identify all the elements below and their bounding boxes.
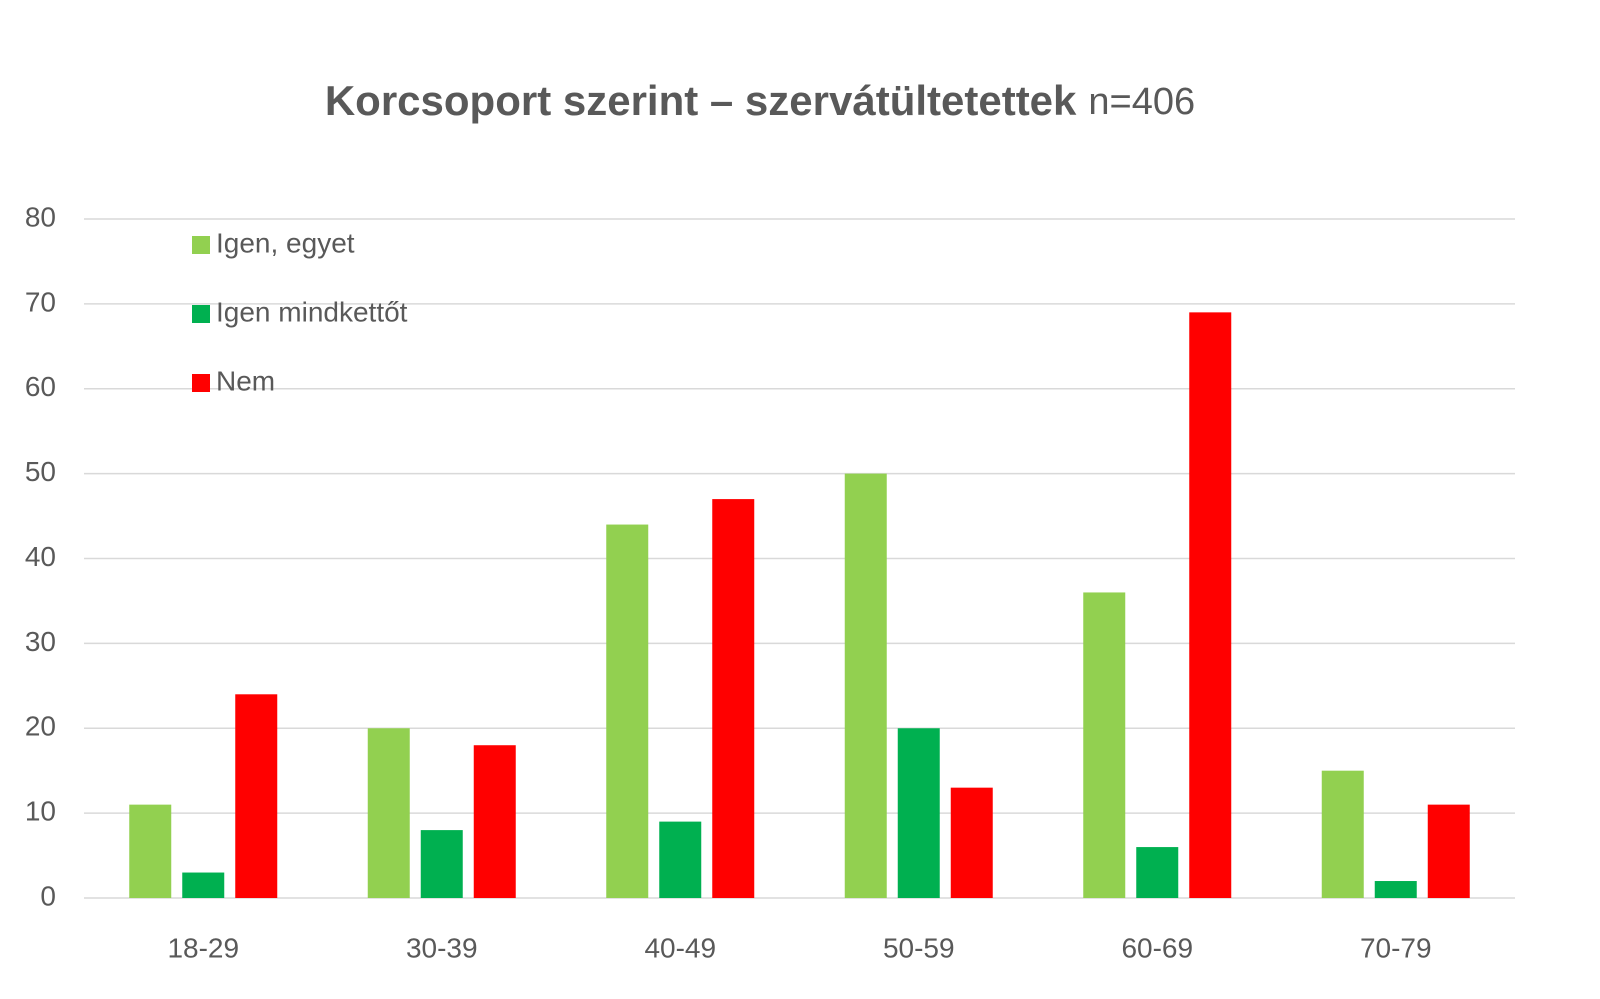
legend-label: Nem — [216, 365, 275, 396]
x-tick-label: 30-39 — [406, 932, 478, 963]
bar — [1136, 847, 1179, 898]
y-tick-label: 50 — [25, 456, 56, 487]
bar — [473, 745, 516, 898]
y-tick-label: 10 — [25, 796, 56, 827]
x-tick-label: 50-59 — [883, 932, 955, 963]
bar — [1189, 312, 1232, 898]
y-tick-label: 20 — [25, 711, 56, 742]
bar — [182, 872, 225, 898]
y-tick-label: 70 — [25, 286, 56, 317]
legend-label: Igen, egyet — [216, 227, 355, 258]
bar — [129, 804, 172, 898]
title: Korcsoport szerint – szervátültetettek — [325, 77, 1077, 124]
x-tick-label: 40-49 — [644, 932, 716, 963]
bar — [1427, 804, 1470, 898]
bar — [1083, 592, 1126, 898]
chart-title: Korcsoport szerint – szervátültetettek n=… — [325, 77, 1195, 124]
legend-label: Igen mindkettőt — [216, 296, 408, 327]
x-tick-label: 70-79 — [1360, 932, 1432, 963]
bar — [659, 821, 702, 898]
legend-swatch — [192, 236, 210, 254]
y-tick-label: 40 — [25, 541, 56, 572]
x-tick-label: 60-69 — [1121, 932, 1193, 963]
y-tick-label: 60 — [25, 371, 56, 402]
bar — [420, 830, 463, 898]
bar — [950, 787, 993, 898]
bar — [712, 499, 755, 898]
bar — [844, 473, 887, 898]
bar — [897, 728, 940, 898]
bar — [1321, 770, 1364, 898]
bar — [235, 694, 278, 898]
bar — [606, 524, 649, 898]
y-tick-label: 30 — [25, 626, 56, 657]
bar — [367, 728, 410, 898]
subtitle: n=406 — [1088, 81, 1195, 123]
x-tick-label: 18-29 — [167, 932, 239, 963]
y-tick-label: 0 — [40, 880, 56, 911]
y-tick-label: 80 — [25, 201, 56, 232]
bar — [1374, 881, 1417, 898]
legend-swatch — [192, 305, 210, 323]
legend-swatch — [192, 374, 210, 392]
